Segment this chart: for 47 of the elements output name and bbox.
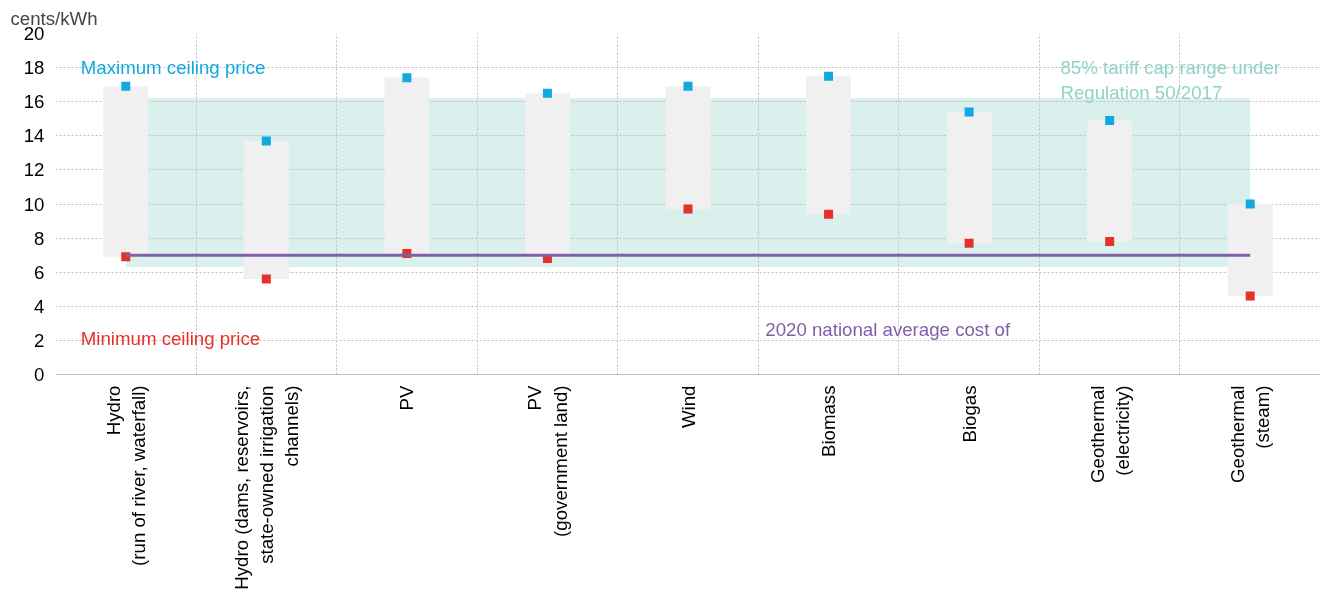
point bbox=[1105, 115, 1115, 125]
x-tick-label: Hydro (run of river, waterfall) bbox=[102, 385, 149, 566]
point bbox=[402, 73, 412, 83]
x-tick-label: Geothermal (steam) bbox=[1227, 385, 1274, 483]
y-tick-label: 12 bbox=[23, 159, 45, 181]
y-tick-label: 0 bbox=[34, 364, 45, 385]
x-tick-label: PV bbox=[396, 384, 418, 411]
point bbox=[542, 88, 552, 98]
ref-line-label: 2020 national average cost of bbox=[765, 319, 1011, 341]
band-label: 85% tariff cap range under Regulation 50/2017 bbox=[1060, 57, 1280, 104]
text: Maximum ceiling price bbox=[80, 56, 266, 78]
y-tick-label: 14 bbox=[23, 125, 45, 147]
x-tick-label: PV (government land) bbox=[524, 384, 571, 537]
point bbox=[121, 81, 131, 91]
y-tick-label: 4 bbox=[34, 295, 45, 317]
bar bbox=[806, 76, 852, 215]
point bbox=[1245, 291, 1255, 301]
y-tick-label: 2 bbox=[34, 329, 45, 351]
point bbox=[964, 238, 974, 248]
bar bbox=[384, 77, 430, 254]
point bbox=[683, 81, 693, 91]
bar bbox=[1227, 204, 1273, 297]
point bbox=[261, 274, 271, 284]
bar bbox=[243, 140, 289, 280]
y-tick-label: 10 bbox=[23, 193, 45, 215]
bar bbox=[665, 86, 711, 210]
point bbox=[683, 204, 693, 214]
bar bbox=[1087, 120, 1133, 242]
y-tick-label: 16 bbox=[23, 91, 45, 113]
x-tick-label: Biogas bbox=[958, 385, 980, 443]
y-tick-label: 6 bbox=[34, 261, 45, 283]
y-tick-label: 18 bbox=[23, 57, 45, 79]
point bbox=[824, 71, 834, 81]
bar bbox=[103, 86, 149, 257]
bar bbox=[524, 93, 570, 259]
point bbox=[964, 107, 974, 117]
x-tick-label: Hydro (dams, reservoirs, state-owned irrigation channels) bbox=[230, 385, 303, 590]
point bbox=[824, 209, 834, 219]
bar bbox=[946, 111, 992, 244]
point bbox=[261, 136, 271, 146]
point bbox=[1105, 237, 1115, 247]
x-tick-label: Wind bbox=[677, 385, 699, 428]
text: Minimum ceiling price bbox=[80, 327, 261, 349]
point bbox=[1245, 199, 1255, 209]
x-tick-label: Biomass bbox=[818, 385, 840, 458]
y-tick-label: 8 bbox=[34, 227, 45, 249]
x-tick-label: Geothermal (electricity) bbox=[1086, 385, 1133, 483]
